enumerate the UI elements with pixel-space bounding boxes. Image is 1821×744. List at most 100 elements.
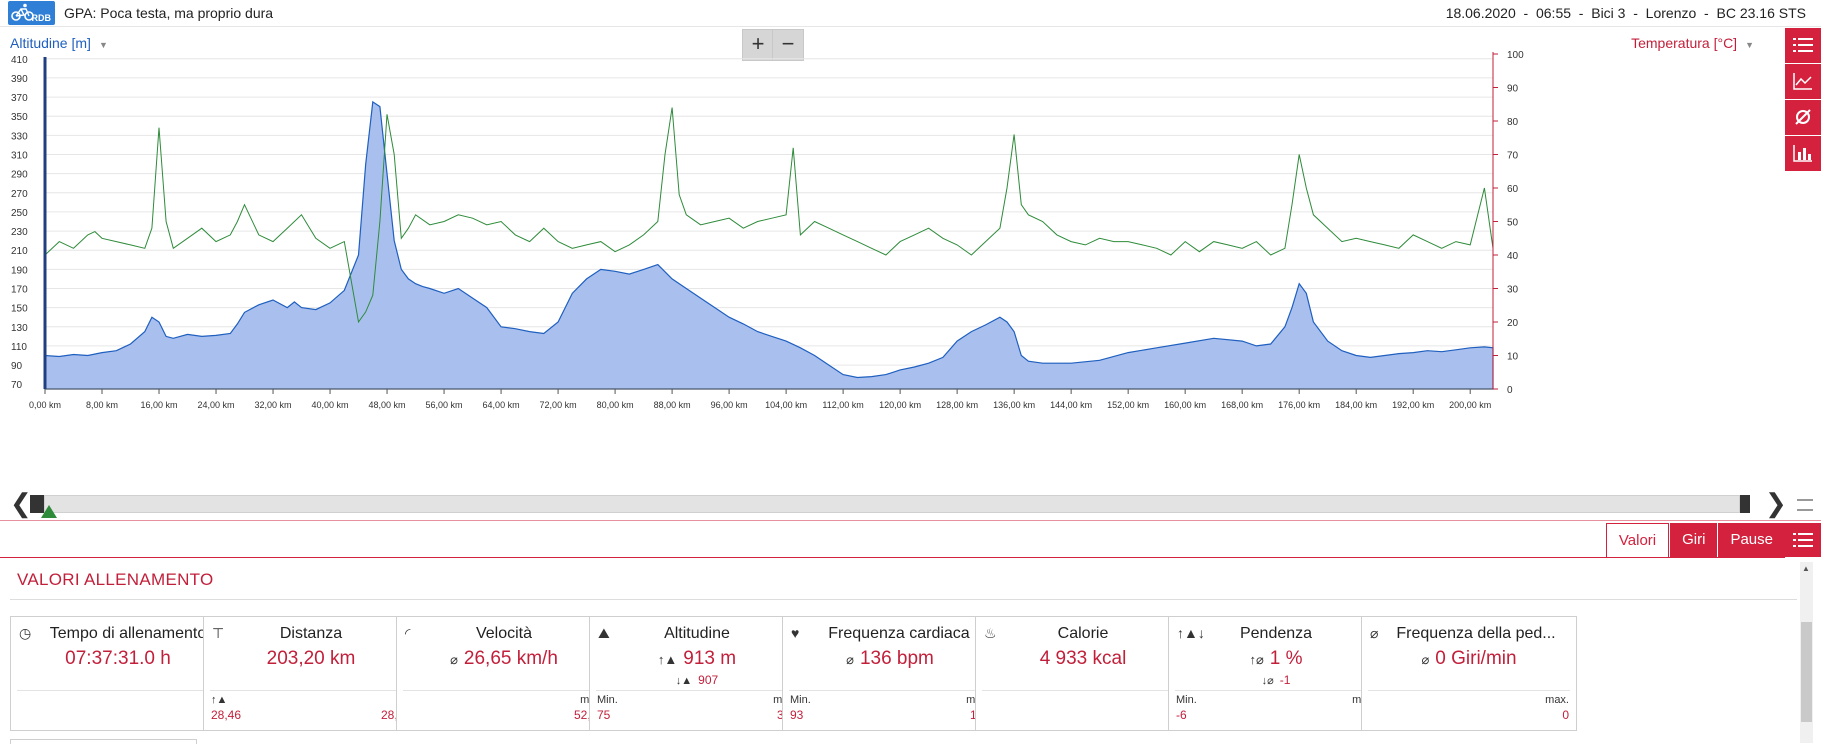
app-logo[interactable]: RDB bbox=[8, 1, 55, 25]
caret-down-icon: ▼ bbox=[1745, 40, 1754, 50]
left-axis-selector[interactable]: Altitudine [m] ▼ bbox=[10, 35, 108, 51]
left-tick-label: 190 bbox=[11, 265, 28, 276]
drag-handle-icon[interactable] bbox=[1797, 499, 1813, 511]
panel-scrollbar[interactable]: ▲ bbox=[1800, 562, 1813, 743]
card-title: Velocità bbox=[475, 625, 533, 642]
card-rule bbox=[403, 690, 605, 691]
scroll-thumb[interactable] bbox=[1801, 622, 1812, 722]
caret-down-icon: ▼ bbox=[98, 40, 108, 50]
panel-menu-button[interactable] bbox=[1785, 523, 1821, 557]
min-label: Min. bbox=[1176, 694, 1197, 706]
tab-values[interactable]: Valori bbox=[1605, 523, 1670, 558]
card-altitude[interactable]: ⛰ Altitudine ↑▲913 m ↓▲907 Min.75 max.36… bbox=[589, 616, 805, 731]
crank-icon: ⌀ bbox=[1370, 625, 1379, 641]
right-axis-selector[interactable]: Temperatura [°C] ▼ bbox=[1631, 35, 1754, 51]
uphill-average-icon: ↑⌀ bbox=[1249, 652, 1264, 667]
right-tick-label: 30 bbox=[1507, 285, 1519, 296]
min-value: -6 bbox=[1176, 708, 1187, 722]
range-scrollbar[interactable] bbox=[44, 495, 1740, 513]
left-tick-label: 150 bbox=[11, 304, 28, 315]
card-heart-rate[interactable]: ♥ Frequenza cardiaca ⌀136 bpm Min.93 max… bbox=[782, 616, 998, 731]
right-tick-label: 20 bbox=[1507, 318, 1519, 329]
temperature-line bbox=[44, 107, 1494, 324]
bar-chart-button[interactable] bbox=[1785, 136, 1821, 172]
left-tick-label: 270 bbox=[11, 189, 28, 200]
range-start-handle[interactable] bbox=[30, 495, 44, 513]
card-value: 913 m bbox=[683, 648, 737, 669]
card-value: 136 bpm bbox=[859, 648, 934, 669]
x-tick-label: 88,00 km bbox=[654, 400, 691, 410]
profile-chart[interactable]: 410 390 370 350 330 310 290 270 250 230 210 190 170 1… bbox=[0, 27, 1785, 487]
left-axis-label: Altitudine [m] bbox=[10, 35, 91, 51]
x-tick-label: 200,00 km bbox=[1449, 400, 1491, 410]
altitude-down: 907 bbox=[698, 673, 719, 687]
card-next-row bbox=[10, 739, 197, 744]
mountain-icon: ⛰ bbox=[598, 625, 610, 641]
left-tick-label: 170 bbox=[11, 285, 28, 296]
card-cadence[interactable]: ⌀ Frequenza della ped... ⌀ 0 Giri/min max… bbox=[1361, 616, 1577, 731]
tab-pauses[interactable]: Pause bbox=[1717, 523, 1785, 557]
slope-down: -1 bbox=[1279, 673, 1291, 687]
left-tick-label: 290 bbox=[11, 170, 28, 181]
card-speed[interactable]: ◜ Velocità ⌀26,65 km/h max.52,69 bbox=[396, 616, 612, 731]
right-tick-label: 90 bbox=[1507, 84, 1519, 95]
right-tick-label: 70 bbox=[1507, 151, 1519, 162]
card-title: Tempo di allenamento bbox=[49, 625, 207, 642]
line-chart-button[interactable] bbox=[1785, 64, 1821, 100]
x-tick-label: 192,00 km bbox=[1392, 400, 1434, 410]
card-value: 0 Giri/min bbox=[1435, 648, 1517, 669]
card-title: Frequenza della ped... bbox=[1396, 625, 1556, 642]
x-tick-label: 56,00 km bbox=[426, 400, 463, 410]
speedometer-icon: ◜ bbox=[405, 625, 411, 641]
tab-underline bbox=[0, 557, 1785, 558]
line-chart-icon bbox=[1793, 73, 1812, 90]
right-axis-label: Temperatura [°C] bbox=[1631, 35, 1738, 51]
card-rule bbox=[1175, 690, 1377, 691]
distance-uphill: 28,46 bbox=[211, 708, 242, 722]
x-tick-label: 112,00 km bbox=[822, 400, 863, 410]
list-view-button[interactable] bbox=[1785, 28, 1821, 64]
left-tick-label: 130 bbox=[11, 323, 28, 334]
top-bar: RDB GPA: Poca testa, ma proprio dura 18.… bbox=[0, 0, 1821, 27]
x-tick-label: 96,00 km bbox=[711, 400, 748, 410]
signpost-icon: ⊤ bbox=[212, 625, 225, 641]
right-tick-label: 10 bbox=[1507, 352, 1519, 363]
card-duration[interactable]: ◷ Tempo di allenamento 07:37:31.0 h bbox=[10, 616, 226, 731]
session-info: 18.06.2020 - 06:55 - Bici 3 - Lorenzo - … bbox=[1445, 5, 1806, 21]
x-tick-label: 128,00 km bbox=[936, 400, 978, 410]
card-title: Altitudine bbox=[664, 625, 730, 642]
scroll-left-icon[interactable]: ❮ bbox=[10, 488, 32, 518]
scroll-right-icon[interactable]: ❯ bbox=[1765, 488, 1787, 518]
stat-cards: ◷ Tempo di allenamento 07:37:31.0 h ⊤ Di… bbox=[10, 616, 1800, 731]
position-marker-icon[interactable] bbox=[41, 505, 57, 518]
scroll-up-icon[interactable]: ▲ bbox=[1802, 564, 1810, 573]
card-value: 203,20 km bbox=[266, 648, 356, 669]
tab-laps[interactable]: Giri bbox=[1669, 523, 1718, 557]
card-distance[interactable]: ⊤ Distanza 203,20 km ↑▲28,46 ↓▲28,99 bbox=[203, 616, 419, 731]
zoom-out-button[interactable]: − bbox=[772, 29, 804, 61]
left-tick-label: 350 bbox=[11, 112, 28, 123]
zoom-in-button[interactable]: + bbox=[742, 29, 774, 61]
card-title: Frequenza cardiaca bbox=[828, 625, 970, 642]
left-tick-label: 250 bbox=[11, 208, 28, 219]
uphill-icon: ↑▲ bbox=[657, 652, 678, 667]
card-title: Calorie bbox=[1057, 625, 1109, 642]
panel-divider bbox=[0, 520, 1821, 521]
average-icon: ⌀ bbox=[450, 652, 458, 667]
x-tick-label: 0,00 km bbox=[29, 400, 61, 410]
range-end-handle[interactable] bbox=[1740, 495, 1750, 513]
card-calories[interactable]: ♨ Calorie 4 933 kcal bbox=[975, 616, 1191, 731]
x-tick-label: 40,00 km bbox=[312, 400, 349, 410]
right-tick-label: 100 bbox=[1507, 50, 1524, 61]
card-value: 1 % bbox=[1269, 648, 1303, 669]
left-axis-ticks: 410 390 370 350 330 310 290 270 250 230 210 190 170 1… bbox=[11, 55, 28, 391]
average-button[interactable] bbox=[1785, 100, 1821, 136]
x-tick-label: 160,00 km bbox=[1164, 400, 1206, 410]
x-tick-label: 184,00 km bbox=[1335, 400, 1377, 410]
card-value: 07:37:31.0 h bbox=[65, 648, 171, 669]
left-tick-label: 230 bbox=[11, 227, 28, 238]
card-title: Distanza bbox=[279, 625, 343, 642]
min-value: 75 bbox=[597, 708, 611, 722]
card-slope[interactable]: ↑▲↓ Pendenza ↑⌀1 % ↓⌀-1 Min.-6 max.8 bbox=[1168, 616, 1384, 731]
